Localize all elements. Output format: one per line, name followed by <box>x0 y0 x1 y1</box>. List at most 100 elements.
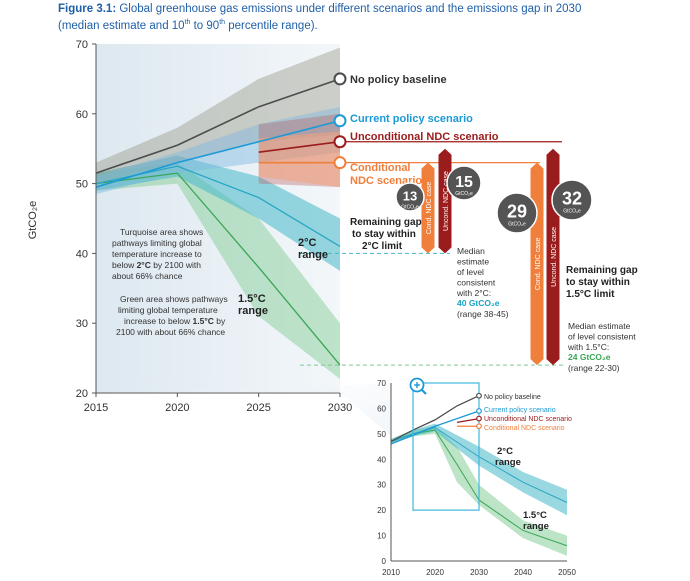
gap-circle-15 <box>446 165 482 201</box>
gap-text-2c-3: 2°C limit <box>362 241 403 252</box>
caption-sup-1: th <box>184 19 191 26</box>
zoom-beam <box>96 383 479 511</box>
x-tick-label: 2030 <box>328 402 352 414</box>
line-1-5c-median <box>95 172 341 366</box>
inset-label-conditional: Conditional NDC scenario <box>484 425 565 432</box>
x-tick-label: 2015 <box>84 402 108 414</box>
label-conditional-ndc-1: Conditional <box>350 162 411 174</box>
inset-label-baseline: No policy baseline <box>484 394 541 401</box>
gap-circle-29-unit: GtCO₂e <box>508 222 526 228</box>
inset-y-tick-label: 70 <box>377 379 386 388</box>
inset-label-2c-2: range <box>495 457 521 468</box>
y-tick-label: 60 <box>76 109 88 121</box>
gap-bar-uncond-2c-label: Uncond. NDC case <box>443 171 450 231</box>
note-turquoise-4-part: below <box>112 260 137 270</box>
inset-line-unconditional <box>456 417 480 424</box>
median-2c-line: of level <box>457 267 484 277</box>
inset-label-current: Current policy scenario <box>484 407 556 414</box>
gap-bar-cond-2c-label: Cond. NDC case <box>426 182 433 235</box>
caption-text-d: percentile range). <box>225 19 318 32</box>
caption-text-b: (median estimate and 10 <box>58 19 185 32</box>
gap-bar-cond-2c <box>421 162 435 254</box>
band-1-5c-range <box>96 162 340 380</box>
line-no-policy-baseline <box>95 78 341 174</box>
note-green-3-part: 1.5°C <box>193 316 214 326</box>
note-turquoise-1: Turquoise area shows <box>120 227 203 237</box>
median-1-5c-line: Median estimate <box>568 321 631 331</box>
gap-bar-cond-1-5c-label: Cond. NDC case <box>535 238 542 291</box>
note-turquoise-5: about 66% chance <box>112 271 183 281</box>
gap-text-2c-2: to stay within <box>352 229 416 240</box>
gap-circle-15-value: 15 <box>455 174 473 191</box>
inset-x-tick-label: 2010 <box>382 568 400 577</box>
note-turquoise-4-part: by 2100 with <box>151 260 201 270</box>
marker-current-policy <box>333 114 347 128</box>
inset-label-1-5c-1: 1.5°C <box>523 510 547 521</box>
inset-end-marker <box>476 423 482 430</box>
note-green-2: limiting global temperature <box>118 305 218 315</box>
median-2c-value: 40 GtCO₂e <box>457 298 500 308</box>
y-tick-label: 50 <box>76 179 88 191</box>
figure-caption: Figure 3.1: Global greenhouse gas emissi… <box>58 2 678 33</box>
median-2c-line: estimate <box>457 257 489 267</box>
inset-y-tick-label: 50 <box>377 430 386 439</box>
inset-label-unconditional: Unconditional NDC scenario <box>484 416 572 423</box>
median-1-5c-range: (range 22-30) <box>568 363 620 373</box>
note-green-4: 2100 with about 66% chance <box>116 327 225 337</box>
line-unconditional-ndc <box>258 140 341 153</box>
inset-line-baseline <box>390 395 480 443</box>
y-tick-label: 30 <box>76 318 88 330</box>
median-2c-range: (range 38-45) <box>457 309 509 319</box>
caption-sup-2: th <box>219 19 226 26</box>
median-1-5c-value: 24 GtCO₂e <box>568 352 611 362</box>
inset-x-tick-label: 2040 <box>514 568 532 577</box>
gap-text-1-5c-1: Remaining gap <box>566 265 638 276</box>
gap-circle-13-unit: GtCO₂e <box>401 204 419 210</box>
note-green-3: increase to below 1.5°C by <box>124 316 226 326</box>
y-axis-label: GtCO₂e <box>27 201 39 240</box>
gap-circle-29-value: 29 <box>507 202 527 222</box>
inset-line-current <box>390 410 480 445</box>
band-no-policy-baseline <box>96 47 340 184</box>
inset-y-tick-label: 40 <box>377 455 386 464</box>
gap-text-1-5c-2: to stay within <box>566 277 630 288</box>
line-current-policy <box>95 120 341 188</box>
band-conditional-ndc <box>258 131 340 188</box>
gap-circle-29 <box>496 192 538 234</box>
inset-x-tick-label: 2030 <box>470 568 488 577</box>
x-tick-label: 2020 <box>165 402 189 414</box>
gap-bar-uncond-1-5c-label: Uncond. NDC case <box>551 227 558 287</box>
median-1-5c-line: with 1.5°C: <box>567 342 609 352</box>
inset-y-tick-label: 60 <box>377 404 386 413</box>
label-1-5c-range-2: range <box>238 305 268 317</box>
y-tick-label: 70 <box>76 39 88 51</box>
marker-conditional-ndc <box>333 156 347 170</box>
median-2c-line: consistent <box>457 278 496 288</box>
inset-x-tick-label: 2020 <box>426 568 444 577</box>
inset-band-2c <box>391 423 567 516</box>
inset-line-2c <box>390 426 568 503</box>
gap-circle-32 <box>551 179 593 221</box>
inset-y-tick-label: 30 <box>377 481 386 490</box>
gap-circle-15-unit: GtCO₂e <box>455 191 473 197</box>
note-green-3-part: by <box>214 316 226 326</box>
zoom-icon-handle <box>421 389 427 395</box>
inset-end-marker <box>476 415 482 422</box>
gap-circle-32-value: 32 <box>562 189 582 209</box>
y-tick-label: 20 <box>76 388 88 400</box>
gap-circle-32-unit: GtCO₂e <box>563 209 581 215</box>
caption-text: Global greenhouse gas emissions under di… <box>119 3 582 15</box>
gap-text-1-5c-3: 1.5°C limit <box>566 289 615 300</box>
label-no-policy-baseline: No policy baseline <box>350 74 447 86</box>
y-tick-label: 40 <box>76 248 88 260</box>
label-2c-range-2: range <box>298 249 328 261</box>
note-turquoise-4: below 2°C by 2100 with <box>112 260 201 270</box>
inset-label-2c-1: 2°C <box>497 446 513 457</box>
gap-circle-13-value: 13 <box>403 188 417 203</box>
zoom-window <box>412 382 480 511</box>
gap-text-2c-1: Remaining gap <box>350 217 422 228</box>
note-green-3-part: increase to below <box>124 316 193 326</box>
band-current-policy <box>96 106 340 195</box>
band-2c-range <box>96 155 340 271</box>
